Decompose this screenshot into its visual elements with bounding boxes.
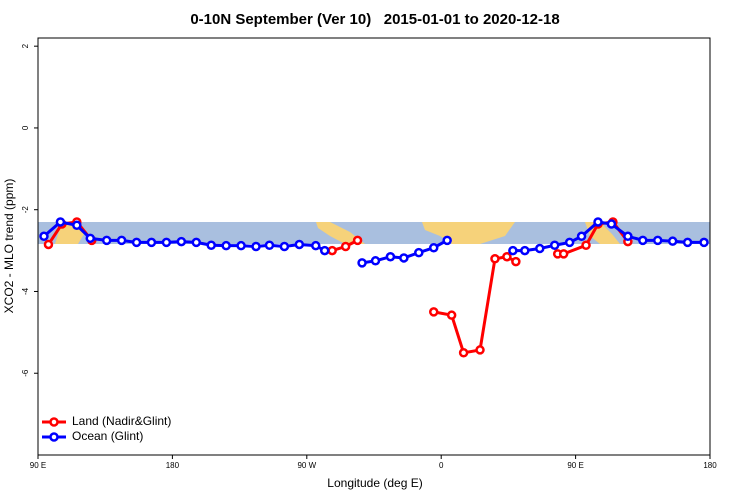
chart-title: 0-10N September (Ver 10) 2015-01-01 to 2… <box>190 11 559 28</box>
y-axis-label: XCO2 - MLO trend (ppm) <box>2 179 16 314</box>
point <box>279 241 290 252</box>
point <box>446 310 457 320</box>
point <box>667 236 678 246</box>
y-tick-label: -4 <box>21 287 30 295</box>
point <box>475 345 485 355</box>
point <box>294 239 305 250</box>
point <box>593 217 603 227</box>
point <box>502 251 512 262</box>
point <box>508 245 518 256</box>
point <box>43 239 54 250</box>
point <box>638 235 648 246</box>
point <box>340 241 351 252</box>
point <box>549 240 560 251</box>
point <box>520 245 530 256</box>
point <box>191 237 202 248</box>
point <box>146 237 157 248</box>
point <box>116 235 127 246</box>
y-tick-label: 0 <box>21 125 30 130</box>
point <box>581 240 591 251</box>
x-tick-label: 90 E <box>567 461 583 470</box>
point <box>399 253 409 263</box>
point <box>176 236 187 247</box>
point <box>535 243 545 254</box>
point <box>370 256 381 266</box>
point <box>490 254 500 264</box>
point <box>221 240 231 251</box>
legend-marker <box>49 432 59 442</box>
point <box>55 217 66 227</box>
point <box>606 219 617 229</box>
point <box>72 220 82 230</box>
x-axis-label: Longitude (deg E) <box>327 476 422 490</box>
point <box>39 231 49 242</box>
point <box>319 245 330 256</box>
point <box>251 241 261 252</box>
y-tick-label: -6 <box>21 369 30 377</box>
point <box>385 251 396 262</box>
point <box>458 348 469 358</box>
point <box>558 249 569 259</box>
point <box>699 237 709 248</box>
point <box>414 247 424 258</box>
point <box>101 235 112 246</box>
point <box>85 233 96 244</box>
point <box>352 235 363 246</box>
x-tick-label: 180 <box>166 461 180 470</box>
point <box>206 240 216 251</box>
x-tick-label: 180 <box>703 461 717 470</box>
x-tick-label: 90 W <box>297 461 316 470</box>
point <box>264 240 275 251</box>
point <box>311 240 321 251</box>
point <box>442 235 452 246</box>
legend-label: Land (Nadir&Glint) <box>72 414 171 428</box>
point <box>327 245 337 256</box>
point <box>161 237 172 248</box>
point <box>576 231 587 242</box>
y-tick-label: -2 <box>21 206 30 214</box>
point <box>511 256 521 267</box>
point <box>564 237 575 248</box>
plot-frame <box>37 37 711 456</box>
point <box>357 258 367 268</box>
x-tick-label: 90 E <box>30 461 46 470</box>
x-tick-label: 0 <box>439 461 444 470</box>
point <box>682 237 693 248</box>
y-tick-label: 2 <box>21 43 30 48</box>
point <box>652 235 663 246</box>
point <box>131 237 142 248</box>
point <box>428 242 439 253</box>
point <box>236 240 246 251</box>
point <box>428 307 439 317</box>
legend-label: Ocean (Glint) <box>72 429 143 443</box>
point <box>623 231 633 242</box>
legend-marker <box>49 417 59 427</box>
